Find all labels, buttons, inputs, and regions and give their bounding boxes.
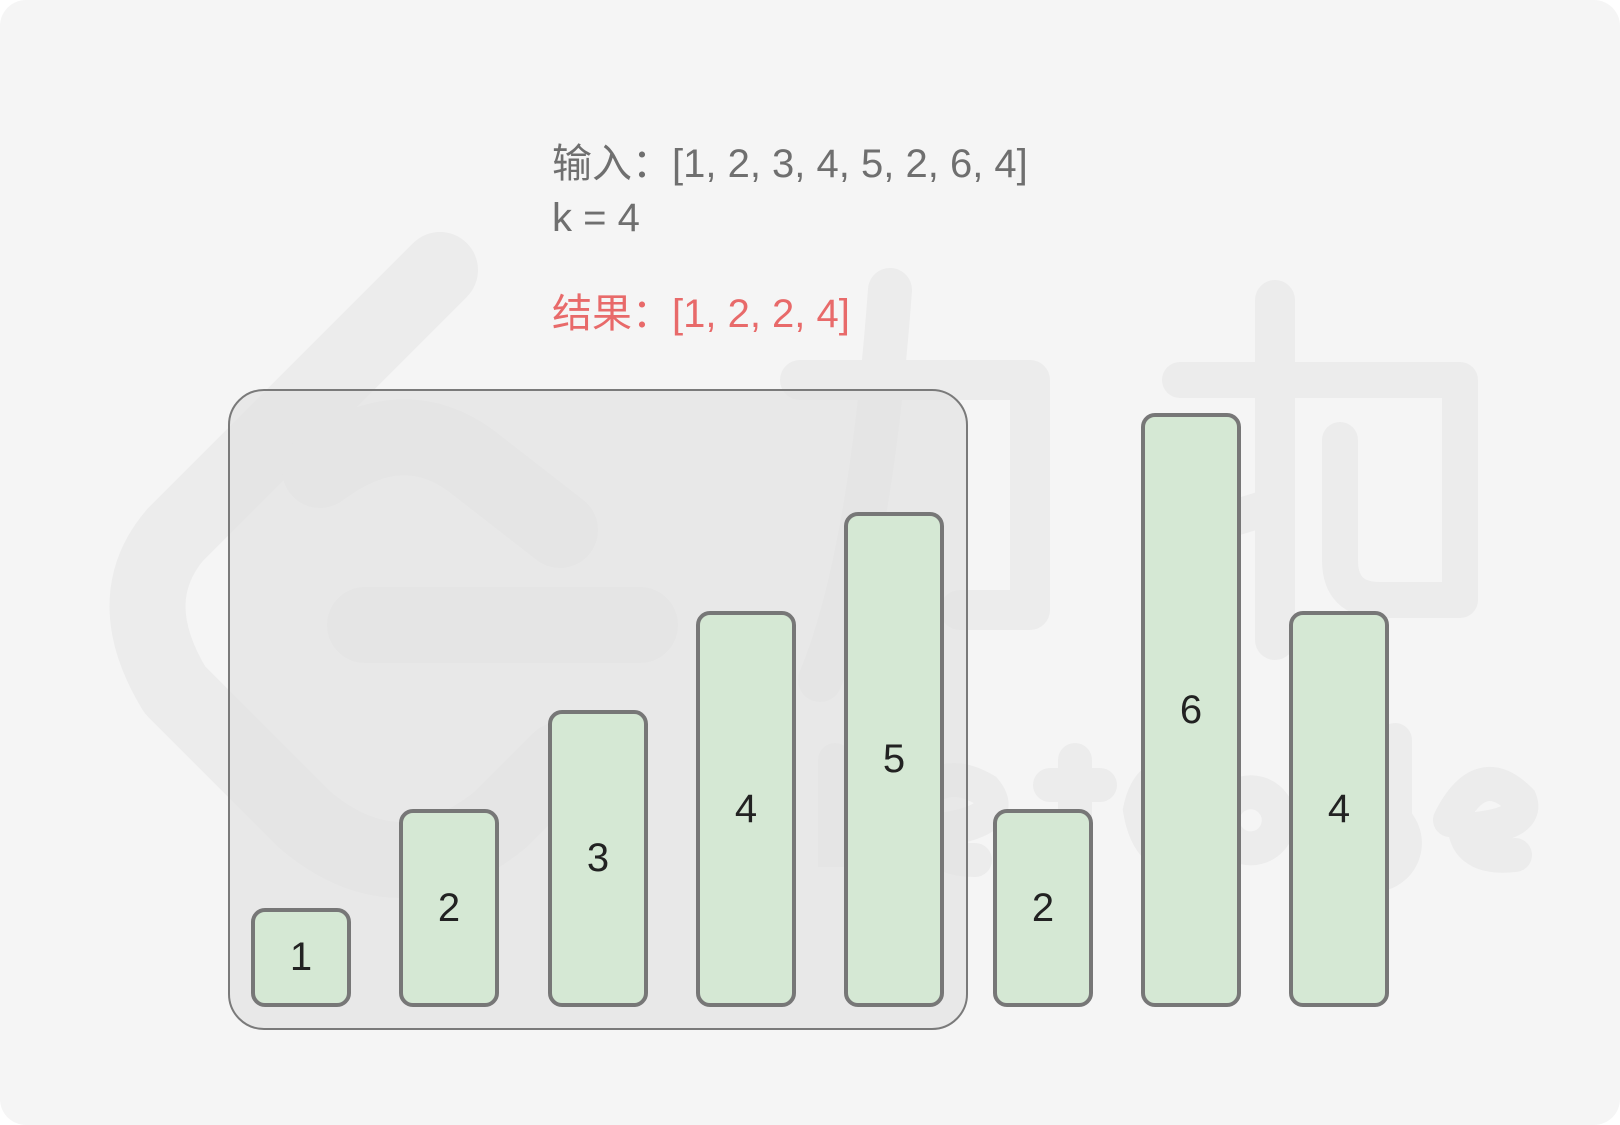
- input-text: 输入：[1, 2, 3, 4, 5, 2, 6, 4]: [552, 142, 1028, 186]
- bar-6: 2: [993, 809, 1093, 1007]
- bar-2: 2: [399, 809, 499, 1007]
- bar-5: 5: [844, 512, 944, 1007]
- result-text: 结果：[1, 2, 2, 4]: [552, 292, 850, 336]
- bar-3: 3: [548, 710, 648, 1007]
- k-value-text: k = 4: [552, 196, 640, 240]
- bar-1: 1: [251, 908, 351, 1007]
- bar-7: 6: [1141, 413, 1241, 1007]
- bar-8: 4: [1289, 611, 1389, 1007]
- bar-4: 4: [696, 611, 796, 1007]
